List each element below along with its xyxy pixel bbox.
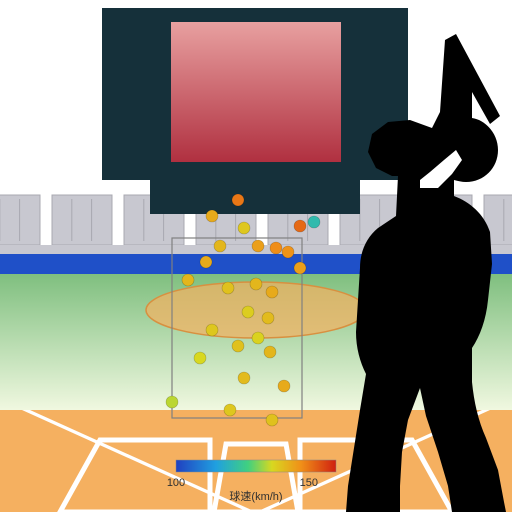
pitch-marker (264, 346, 276, 358)
pitch-marker (270, 242, 282, 254)
pitch-marker (250, 278, 262, 290)
pitch-marker (166, 396, 178, 408)
pitch-marker (278, 380, 290, 392)
scoreboard-neck (150, 180, 360, 214)
pitchers-mound (146, 282, 366, 338)
pitch-chart: 100 150 球速(km/h) (0, 0, 512, 512)
pitch-marker (194, 352, 206, 364)
pitch-marker (182, 274, 194, 286)
pitch-marker (206, 210, 218, 222)
pitch-marker (238, 372, 250, 384)
stand-panel (52, 195, 112, 245)
pitch-marker (214, 240, 226, 252)
pitch-marker (266, 286, 278, 298)
pitch-marker (262, 312, 274, 324)
pitch-marker (232, 194, 244, 206)
pitch-marker (238, 222, 250, 234)
pitch-marker (294, 220, 306, 232)
pitch-marker (308, 216, 320, 228)
pitch-marker (242, 306, 254, 318)
pitch-marker (252, 240, 264, 252)
chart-svg: 100 150 球速(km/h) (0, 0, 512, 512)
colorbar (176, 460, 336, 472)
pitch-marker (200, 256, 212, 268)
pitch-marker (222, 282, 234, 294)
pitch-marker (232, 340, 244, 352)
pitch-marker (252, 332, 264, 344)
pitch-marker (224, 404, 236, 416)
pitch-marker (266, 414, 278, 426)
colorbar-label: 球速(km/h) (229, 489, 282, 503)
pitch-marker (206, 324, 218, 336)
pitch-marker (294, 262, 306, 274)
pitch-marker (282, 246, 294, 258)
colorbar-tick: 150 (300, 477, 318, 489)
scoreboard-screen (171, 22, 341, 162)
colorbar-tick: 100 (167, 477, 185, 489)
